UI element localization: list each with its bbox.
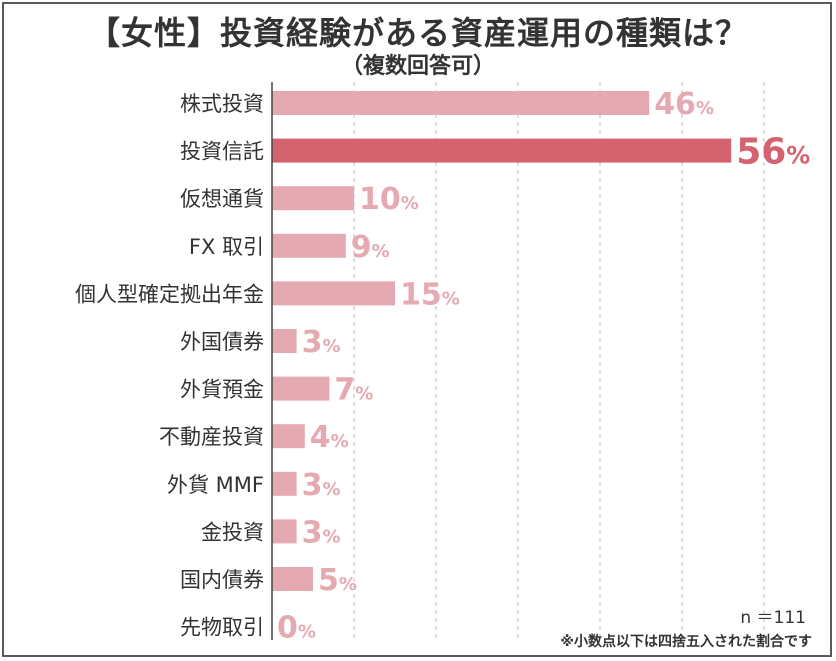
bar [272, 376, 330, 401]
category-label: FX 取引 [189, 235, 264, 259]
value-label: 5% [318, 563, 357, 598]
value-label: 15% [400, 277, 460, 312]
value-label: 7% [334, 373, 373, 408]
bar [272, 186, 354, 211]
bar [272, 567, 313, 591]
value-label: 4% [310, 420, 349, 455]
value-label: 3% [302, 325, 341, 360]
bar [272, 91, 650, 115]
category-label: 外国債券 [180, 330, 264, 354]
category-label: 先物取引 [180, 616, 264, 640]
category-label: 金投資 [201, 520, 264, 544]
gridlines [353, 82, 765, 640]
value-label: 9% [351, 230, 390, 265]
bar [272, 519, 297, 544]
category-label: 不動産投資 [159, 425, 264, 449]
bar [272, 471, 297, 496]
bars [272, 91, 732, 591]
value-label: 10% [359, 182, 419, 217]
category-label: 個人型確定拠出年金 [75, 282, 264, 306]
value-label: 3% [302, 515, 341, 550]
category-label: 株式投資 [180, 92, 264, 116]
category-label: 外貨預金 [180, 378, 264, 402]
category-label: 外貨 MMF [167, 473, 264, 497]
category-label: 投資信託 [180, 140, 264, 164]
value-label: 46% [654, 87, 714, 122]
category-label: 国内債券 [180, 568, 264, 592]
bar [272, 233, 346, 258]
bar [272, 329, 297, 353]
chart-title: 【女性】投資経験がある資産運用の種類は？ [87, 14, 748, 52]
sample-size-note: n ＝111 [740, 608, 806, 628]
bar [272, 281, 395, 306]
rounding-footnote: ※小数点以下は四捨五入された割合です [560, 634, 812, 650]
chart-subtitle: （複数回答可） [340, 54, 495, 79]
value-label: 0% [277, 611, 316, 646]
bar [272, 424, 305, 449]
bar [272, 138, 732, 163]
value-label: 56% [736, 132, 810, 173]
value-labels: 46% 56% 10% 9% 15% 3% 7% 4% 3% 3% 5%0% [277, 87, 810, 646]
category-label: 仮想通貨 [180, 187, 264, 211]
value-label: 3% [302, 468, 341, 503]
